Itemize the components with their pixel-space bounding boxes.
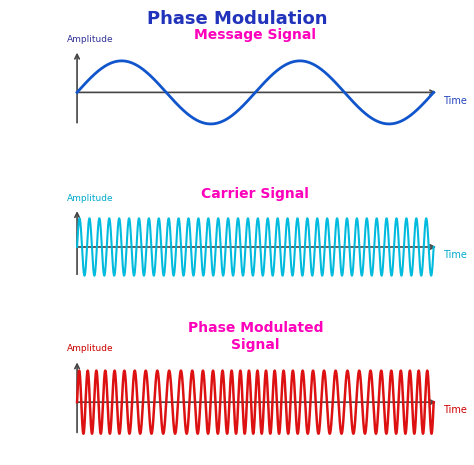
Text: Amplitude: Amplitude [67, 34, 114, 44]
Text: Time: Time [443, 250, 466, 260]
Text: Carrier Signal: Carrier Signal [201, 187, 310, 201]
Text: Amplitude: Amplitude [67, 193, 114, 203]
Text: Phase Modulated
Signal: Phase Modulated Signal [188, 321, 323, 352]
Text: Amplitude: Amplitude [67, 344, 114, 353]
Text: Time: Time [443, 95, 466, 106]
Text: Phase Modulation: Phase Modulation [147, 10, 327, 28]
Text: Message Signal: Message Signal [194, 28, 316, 42]
Text: Time: Time [443, 405, 466, 415]
